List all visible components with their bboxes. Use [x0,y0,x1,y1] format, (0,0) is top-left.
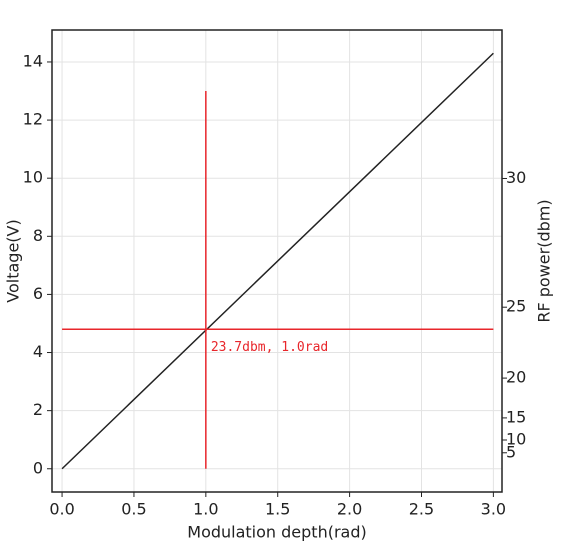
y2-tick-label: 30 [506,168,526,187]
y2-tick-label: 15 [506,407,526,426]
y-tick-label: 8 [33,226,43,245]
annotation: 23.7dbm, 1.0rad [211,340,328,355]
data-line [61,52,494,470]
y-tick-label: 14 [23,51,43,70]
plot-frame [51,29,503,493]
y-axis-label: Voltage(V) [4,219,23,302]
y-tick-label: 6 [33,284,43,303]
y2-tick-label: 5 [506,442,516,461]
y-tick-label: 2 [33,400,43,419]
x-tick-label: 3.0 [481,500,506,519]
x-tick-label: 2.0 [337,500,362,519]
x-tick-label: 0.5 [121,500,146,519]
y-tick-label: 10 [23,168,43,187]
x-tick-label: 2.5 [409,500,434,519]
y2-axis-label: RF power(dbm) [535,199,554,322]
y2-tick-label: 20 [506,368,526,387]
y2-tick-label: 10 [506,429,526,448]
y-tick-label: 12 [23,110,43,129]
y-tick-label: 4 [33,342,43,361]
x-tick-label: 0.0 [49,500,74,519]
x-tick-label: 1.0 [193,500,218,519]
x-tick-label: 1.5 [265,500,290,519]
y-tick-label: 0 [33,458,43,477]
x-axis-label: Modulation depth(rad) [187,523,366,542]
y2-tick-label: 25 [506,297,526,316]
